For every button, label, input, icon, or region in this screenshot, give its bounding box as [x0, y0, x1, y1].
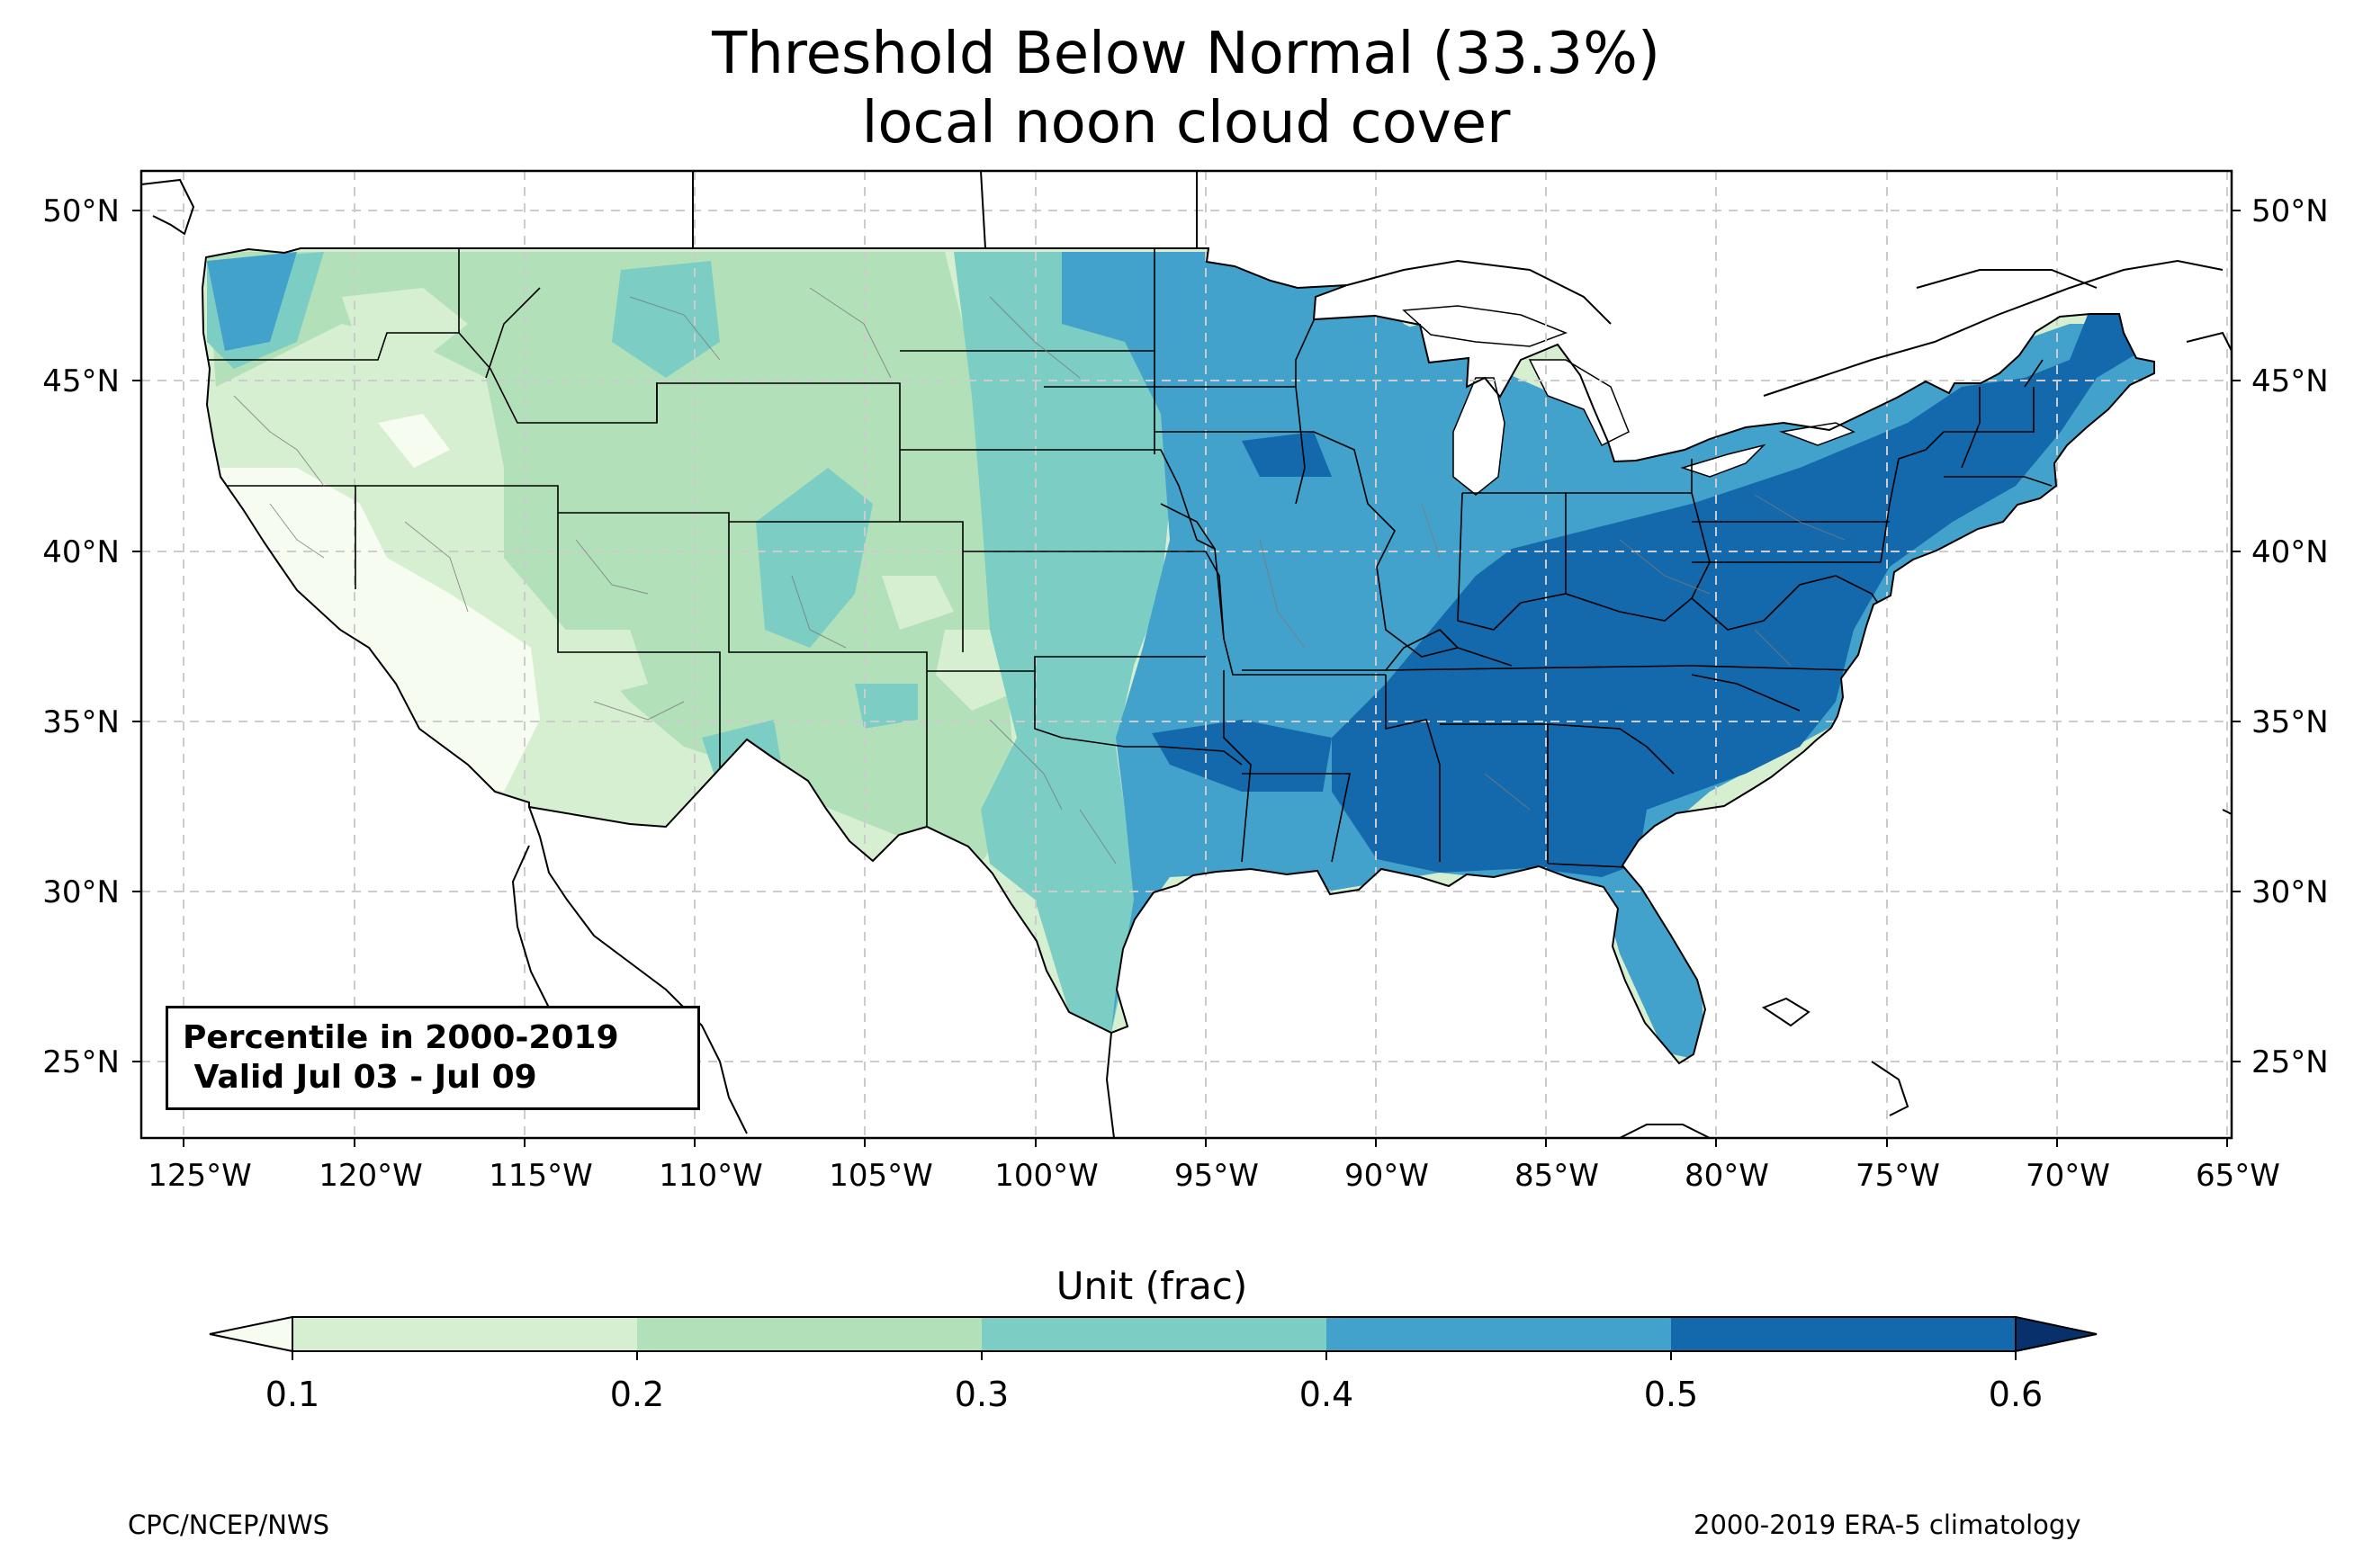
- colorbar-label: Unit (frac): [1056, 1264, 1248, 1308]
- lat-tick-label: 50°N: [42, 193, 120, 229]
- lat-tick-label: 35°N: [2251, 704, 2329, 740]
- colorbar-segment: [982, 1317, 1326, 1351]
- lat-tick-label: 45°N: [2251, 363, 2329, 399]
- lat-tick-label: 40°N: [2251, 534, 2329, 570]
- lon-tick-label: 115°W: [489, 1158, 593, 1194]
- state-borders: [207, 248, 2053, 869]
- lat-tick-label: 30°N: [2251, 874, 2329, 910]
- climate-division-borders: [233, 287, 1846, 865]
- colorbar-tick-label: 0.1: [265, 1375, 319, 1414]
- lon-tick-label: 75°W: [1855, 1158, 1940, 1194]
- info-box-line2: Valid Jul 03 - Jul 09: [183, 1059, 537, 1096]
- colorbar-tick-label: 0.6: [1989, 1375, 2043, 1414]
- map-subtitle: local noon cloud cover: [861, 90, 1511, 157]
- lon-tick-label: 85°W: [1514, 1158, 1599, 1194]
- lon-tick-label: 125°W: [148, 1158, 252, 1194]
- colorbar-segment: [1671, 1317, 2016, 1351]
- lon-tick-label: 90°W: [1344, 1158, 1429, 1194]
- lat-tick-label: 25°N: [42, 1044, 120, 1080]
- lat-tick-label: 40°N: [42, 534, 120, 570]
- lon-tick-labels: 125°W 120°W 115°W 110°W 105°W 100°W 95°W…: [148, 1158, 2280, 1194]
- lon-tick-label: 110°W: [659, 1158, 763, 1194]
- lat-tick-label: 30°N: [42, 874, 120, 910]
- colorbar-segment: [637, 1317, 982, 1351]
- colorbar: 0.1 0.2 0.3 0.4 0.5 0.6: [209, 1315, 2098, 1414]
- colorbar-segment: [292, 1317, 637, 1351]
- lon-tick-label: 105°W: [829, 1158, 933, 1194]
- lat-tick-labels-left: 50°N 45°N 40°N 35°N 30°N 25°N: [42, 193, 120, 1080]
- lat-tick-label: 25°N: [2251, 1044, 2329, 1080]
- axis-ticks: [132, 210, 2241, 1147]
- lon-tick-label: 100°W: [994, 1158, 1099, 1194]
- colorbar-tick-label: 0.3: [955, 1375, 1009, 1414]
- lat-tick-label: 50°N: [2251, 193, 2329, 229]
- map-frame: [139, 169, 2233, 1140]
- coastlines: [141, 171, 2232, 1138]
- lon-tick-label: 65°W: [2196, 1158, 2280, 1194]
- lon-tick-label: 95°W: [1174, 1158, 1259, 1194]
- footer-source: 2000-2019 ERA-5 climatology: [1694, 1510, 2081, 1540]
- colorbar-tick-label: 0.4: [1299, 1375, 1353, 1414]
- lat-tick-label: 35°N: [42, 704, 120, 740]
- lon-tick-label: 70°W: [2026, 1158, 2110, 1194]
- info-box-line1: Percentile in 2000-2019: [183, 1019, 619, 1056]
- colorbar-tick-label: 0.5: [1644, 1375, 1698, 1414]
- colorbar-extend-high: [2015, 1315, 2098, 1353]
- info-box: Percentile in 2000-2019 Valid Jul 03 - J…: [166, 1006, 700, 1110]
- colorbar-segment: [1326, 1317, 1671, 1351]
- lat-tick-labels-right: 50°N 45°N 40°N 35°N 30°N 25°N: [2251, 193, 2329, 1080]
- colorbar-extend-low: [209, 1315, 293, 1353]
- lon-tick-label: 80°W: [1685, 1158, 1769, 1194]
- lat-tick-label: 45°N: [42, 363, 120, 399]
- footer-credit: CPC/NCEP/NWS: [128, 1510, 330, 1540]
- colorbar-tick-label: 0.2: [610, 1375, 664, 1414]
- map-title: Threshold Below Normal (33.3%): [712, 21, 1660, 87]
- lon-tick-label: 120°W: [319, 1158, 423, 1194]
